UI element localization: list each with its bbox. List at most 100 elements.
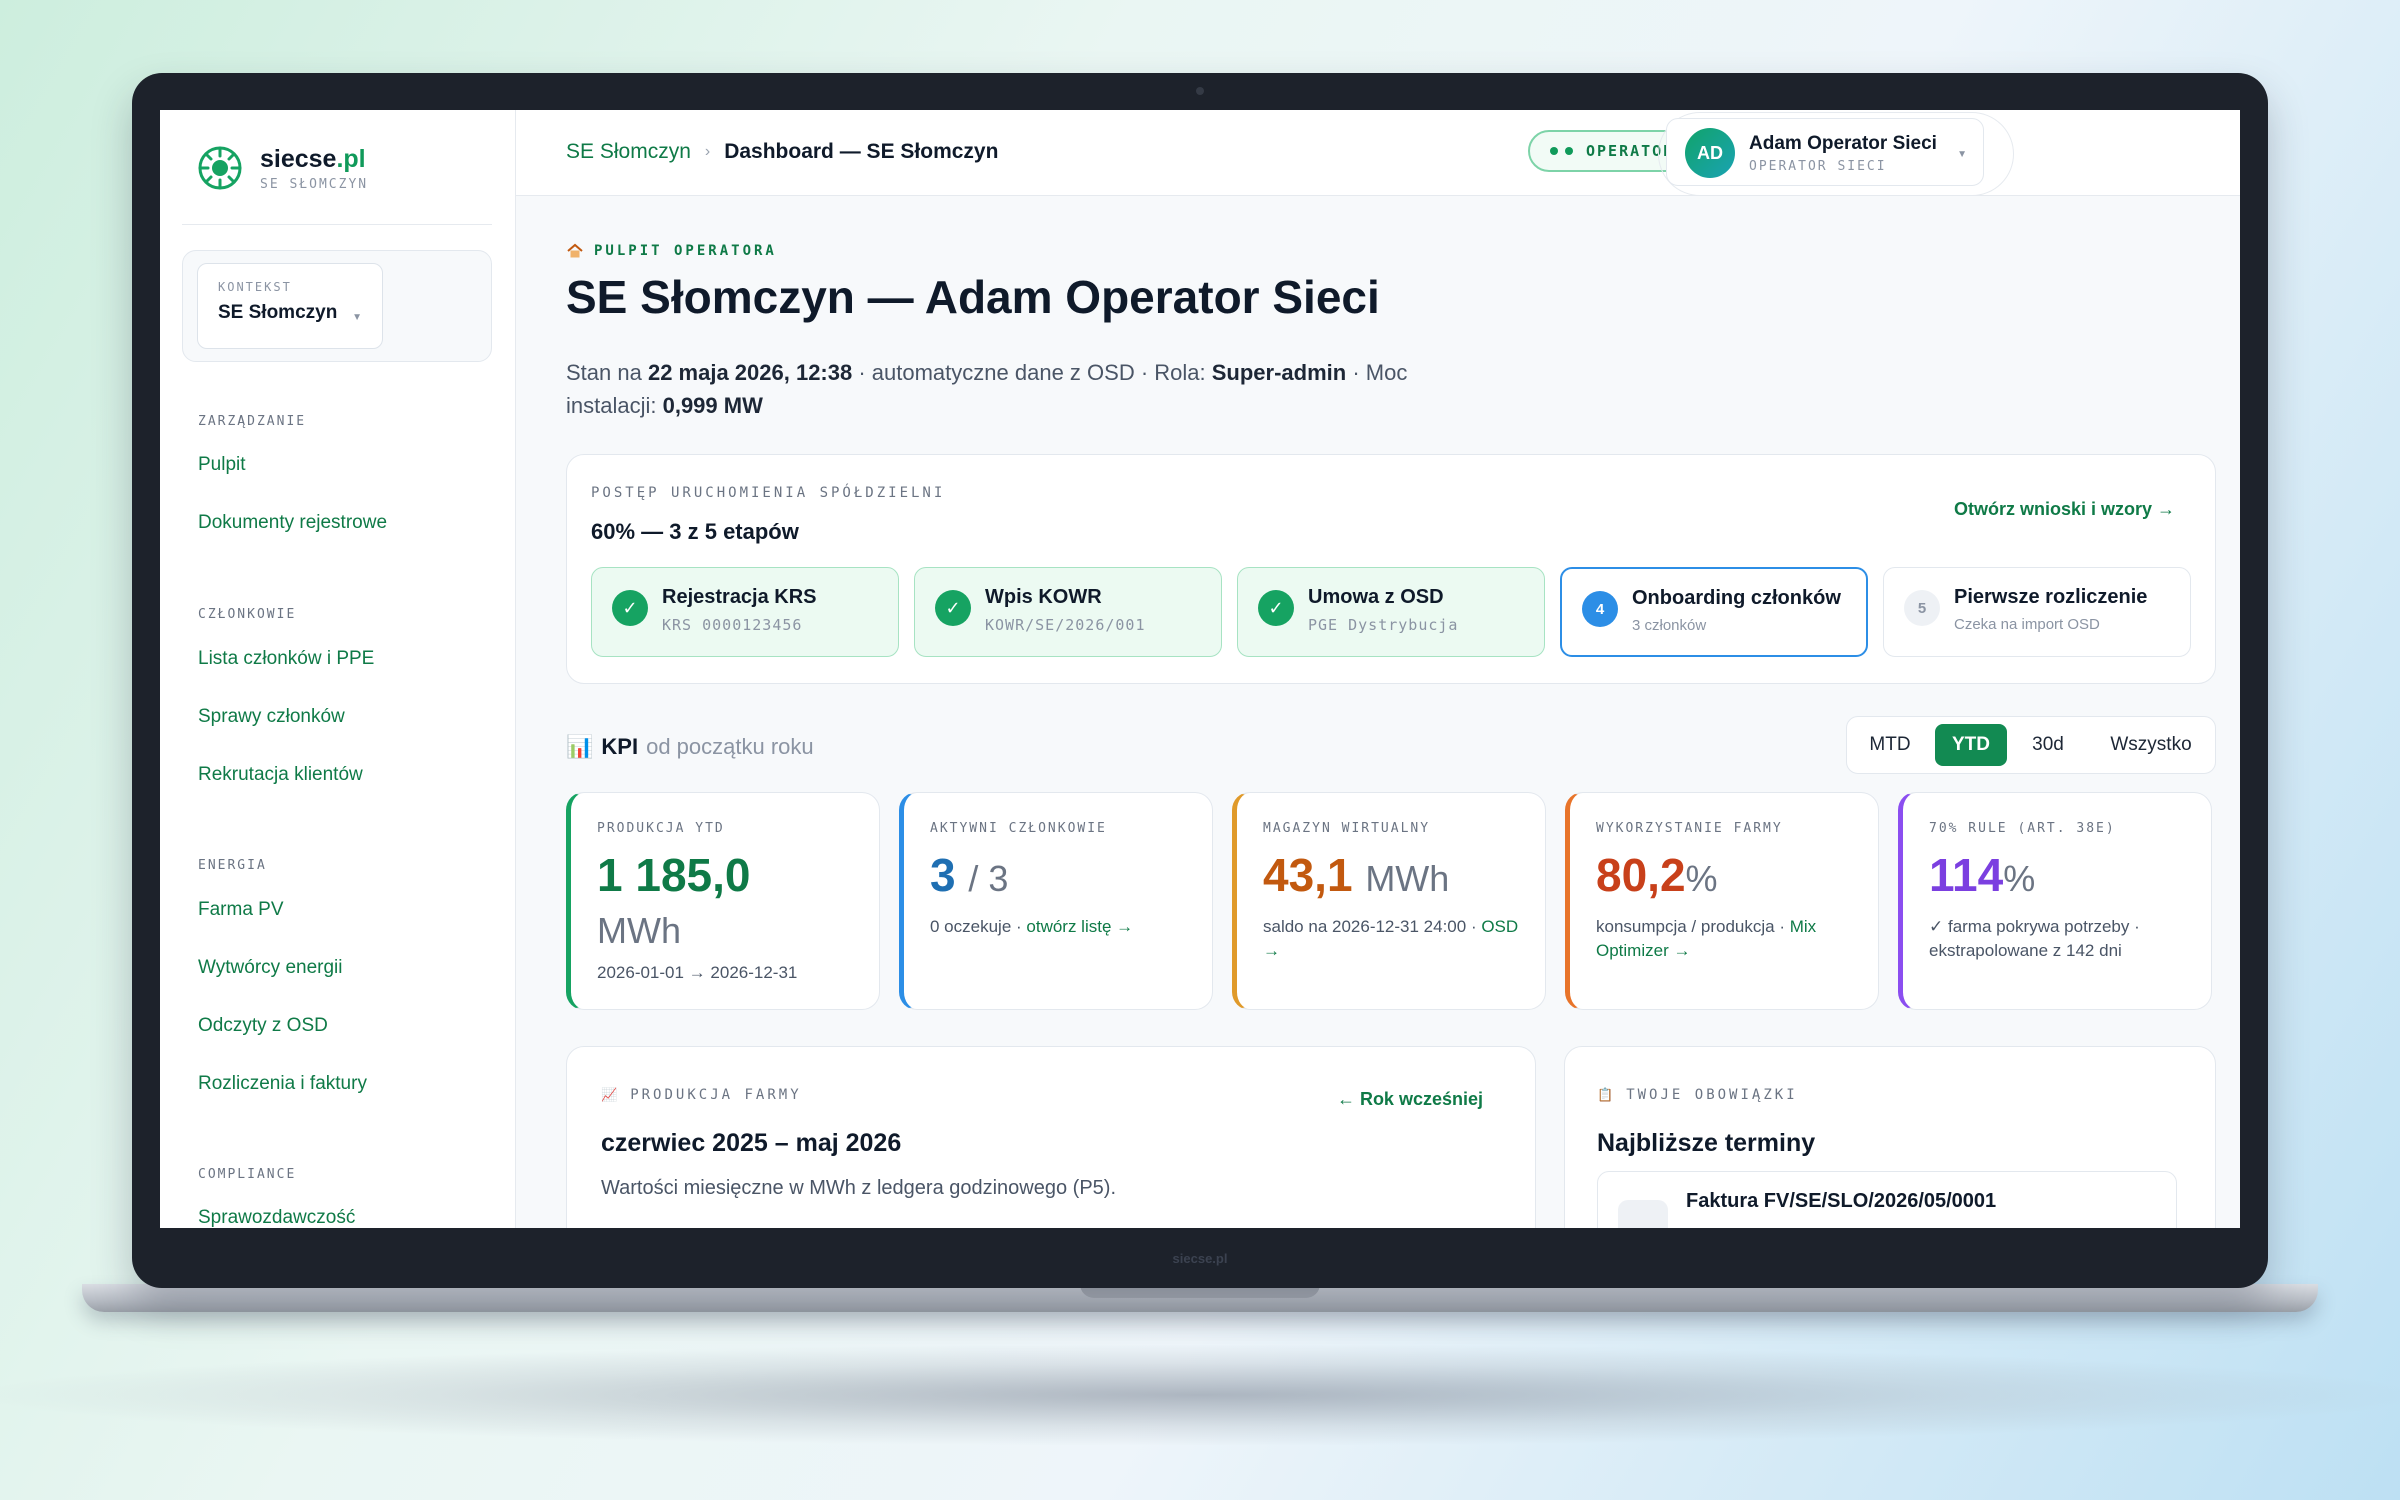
farm-production-card: 📈 PRODUKCJA FARMY ← Rok wcześniej czerwi…	[566, 1046, 1536, 1228]
kpi-label: MAGAZYN WIRTUALNY	[1263, 821, 1431, 836]
house-icon	[567, 243, 583, 258]
breadcrumb-root[interactable]: SE Słomczyn	[566, 140, 691, 163]
kpi-label: WYKORZYSTANIE FARMY	[1596, 821, 1783, 836]
context-value: SE Słomczyn	[218, 302, 338, 323]
kpi-sub: konsumpcja / produkcja · Mix Optimizer →	[1596, 917, 1817, 960]
nav-item-wytworcy[interactable]: Wytwórcy energii	[198, 957, 343, 978]
duties-card: 📋 TWOJE OBOWIĄZKI Najbliższe terminy Fak…	[1564, 1046, 2216, 1228]
avatar: AD	[1685, 128, 1735, 178]
nav-section-title: CZŁONKOWIE	[198, 607, 297, 622]
user-role: OPERATOR SIECI	[1749, 159, 1887, 174]
kpi-card-production[interactable]: PRODUKCJA YTD 1 185,0 MWh 2026-01-01 → 20…	[566, 792, 880, 1010]
progress-headline: 60% — 3 z 5 etapów	[591, 519, 799, 544]
kpi-label: 70% RULE (ART. 38E)	[1929, 821, 2116, 836]
progress-step-osd[interactable]: ✓ Umowa z OSD PGE Dystrybucja	[1237, 567, 1545, 657]
brand-sub: SE SŁOMCZYN	[260, 176, 369, 192]
app-screen: siecse.pl SE SŁOMCZYN KONTEKST SE Słomcz…	[160, 110, 2240, 1228]
kpi-card-70-rule[interactable]: 70% RULE (ART. 38E) 114% ✓ farma pokrywa…	[1898, 792, 2212, 1010]
step-sub: Czeka na import OSD	[1954, 616, 2100, 633]
osd-link[interactable]: OSD →	[1263, 917, 1519, 960]
farm-title: czerwiec 2025 – maj 2026	[601, 1129, 902, 1157]
brand[interactable]: siecse.pl SE SŁOMCZYN	[196, 144, 368, 192]
user-menu[interactable]: AD Adam Operator Sieci OPERATOR SIECI ▼	[1666, 118, 1984, 186]
progress-step-krs[interactable]: ✓ Rejestracja KRS KRS 0000123456	[591, 567, 899, 657]
sidebar: siecse.pl SE SŁOMCZYN KONTEKST SE Słomcz…	[160, 110, 516, 1228]
kpi-value: 43,1 MWh	[1263, 849, 1450, 901]
nav-item-lista-czlonkow[interactable]: Lista członków i PPE	[198, 648, 375, 669]
duty-item-title: Faktura FV/SE/SLO/2026/05/0001	[1686, 1190, 1997, 1212]
step-sub: PGE Dystrybucja	[1308, 616, 1459, 634]
step-sub: KRS 0000123456	[662, 616, 803, 634]
status-dot-icon	[1550, 147, 1558, 155]
chart-up-icon: 📈	[601, 1087, 621, 1103]
previous-year-link[interactable]: ← Rok wcześniej	[1336, 1089, 1483, 1109]
duty-item[interactable]: Faktura FV/SE/SLO/2026/05/0001	[1597, 1171, 2177, 1228]
clipboard-icon: 📋	[1597, 1087, 1617, 1103]
kpi-sub: ✓ farma pokrywa potrzeby · ekstrapolowan…	[1929, 917, 2140, 960]
document-icon	[1618, 1200, 1668, 1228]
kpi-subtitle: od początku roku	[646, 734, 814, 759]
bezel-brand: siecse.pl	[1172, 1251, 1228, 1266]
progress-step-onboarding[interactable]: 4 Onboarding członków 3 członków	[1560, 567, 1868, 657]
range-tab-mtd[interactable]: MTD	[1869, 734, 1911, 755]
kpi-value: 1 185,0 MWh	[597, 849, 751, 951]
nav-item-dokumenty[interactable]: Dokumenty rejestrowe	[198, 512, 388, 533]
duties-kicker: 📋 TWOJE OBOWIĄZKI	[1597, 1087, 1798, 1103]
open-applications-link[interactable]: Otwórz wnioski i wzory →	[1953, 499, 2175, 519]
kpi-title: KPI	[601, 734, 639, 759]
duties-title: Najbliższe terminy	[1597, 1129, 1816, 1157]
page-eyebrow: PULPIT OPERATORA	[566, 242, 777, 260]
step-title: Umowa z OSD	[1308, 586, 1444, 608]
nav-section-title: COMPLIANCE	[198, 1167, 297, 1182]
context-panel: KONTEKST SE Słomczyn ▼	[182, 250, 492, 362]
progress-step-first-settlement[interactable]: 5 Pierwsze rozliczenie Czeka na import O…	[1883, 567, 2191, 657]
breadcrumb: SE Słomczyn › Dashboard — SE Słomczyn	[566, 140, 998, 164]
farm-kicker: 📈 PRODUKCJA FARMY	[601, 1087, 802, 1103]
nav-item-rozliczenia[interactable]: Rozliczenia i faktury	[198, 1073, 367, 1094]
bar-chart-icon: 📊	[566, 734, 594, 759]
page-title: SE Słomczyn — Adam Operator Sieci	[566, 271, 1380, 323]
kpi-card-members[interactable]: AKTYWNI CZŁONKOWIE 3 / 3 0 oczekuje · ot…	[899, 792, 1213, 1010]
user-menu-halo	[1658, 112, 2014, 196]
kpi-card-farm-usage[interactable]: WYKORZYSTANIE FARMY 80,2% konsumpcja / p…	[1565, 792, 1879, 1010]
open-list-link[interactable]: otwórz listę →	[1026, 917, 1134, 936]
nav-item-sprawy[interactable]: Sprawy członków	[198, 706, 345, 727]
check-icon: ✓	[935, 590, 971, 626]
step-title: Pierwsze rozliczenie	[1954, 586, 2148, 608]
nav-section-title: ZARZĄDZANIE	[198, 414, 307, 429]
caret-down-icon: ▼	[1957, 149, 1967, 160]
sun-logo-icon	[198, 146, 242, 190]
nav-item-odczyty[interactable]: Odczyty z OSD	[198, 1015, 328, 1036]
mix-optimizer-link[interactable]: Mix Optimizer →	[1596, 917, 1817, 960]
kpi-card-virtual-storage[interactable]: MAGAZYN WIRTUALNY 43,1 MWh saldo na 2026…	[1232, 792, 1546, 1010]
context-label: KONTEKST	[218, 280, 292, 294]
range-tab-30d[interactable]: 30d	[2032, 734, 2064, 755]
progress-card: POSTĘP URUCHOMIENIA SPÓŁDZIELNI 60% — 3 …	[566, 454, 2216, 684]
step-title: Wpis KOWR	[985, 586, 1102, 608]
nav-item-pulpit[interactable]: Pulpit	[198, 454, 246, 475]
range-tab-ytd[interactable]: YTD	[1935, 724, 2007, 766]
kpi-sub: saldo na 2026-12-31 24:00 · OSD →	[1263, 917, 1519, 960]
divider	[182, 224, 492, 225]
status-dot-icon	[1565, 147, 1573, 155]
range-tab-all[interactable]: Wszystko	[2110, 734, 2192, 755]
progress-kicker: POSTĘP URUCHOMIENIA SPÓŁDZIELNI	[591, 485, 946, 501]
step-number-badge: 4	[1582, 591, 1618, 627]
nav-item-farma[interactable]: Farma PV	[198, 899, 284, 920]
range-tabs: MTD YTD 30d Wszystko	[1846, 716, 2216, 774]
kpi-label: AKTYWNI CZŁONKOWIE	[930, 821, 1107, 836]
chevron-right-icon: ›	[704, 143, 711, 160]
kpi-sub: 0 oczekuje · otwórz listę →	[930, 917, 1134, 936]
progress-step-kowr[interactable]: ✓ Wpis KOWR KOWR/SE/2026/001	[914, 567, 1222, 657]
nav-item-rekrutacja[interactable]: Rekrutacja klientów	[198, 764, 363, 785]
nav-item-sprawozdawczosc[interactable]: Sprawozdawczość	[198, 1207, 356, 1228]
context-select[interactable]: KONTEKST SE Słomczyn ▼	[197, 263, 383, 349]
kpi-label: PRODUKCJA YTD	[597, 821, 725, 836]
step-sub: 3 członków	[1632, 617, 1707, 634]
step-title: Rejestracja KRS	[662, 586, 817, 608]
user-name: Adam Operator Sieci	[1749, 133, 1937, 154]
kpi-value: 80,2%	[1596, 849, 1718, 901]
step-number-badge: 5	[1904, 590, 1940, 626]
check-icon: ✓	[612, 590, 648, 626]
step-sub: KOWR/SE/2026/001	[985, 616, 1146, 634]
